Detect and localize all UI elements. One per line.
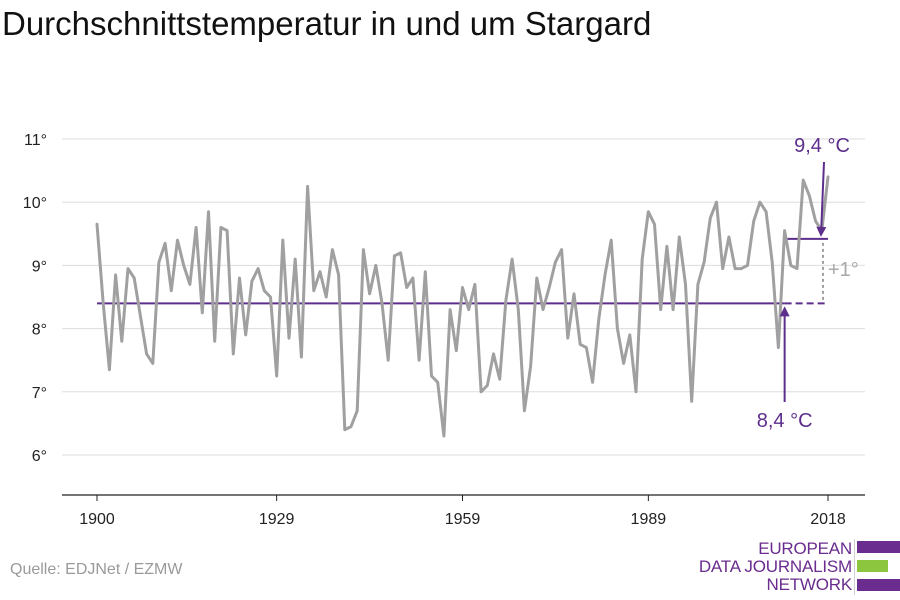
y-tick-label-6: 6°: [32, 448, 47, 465]
y-tick-label-7: 7°: [32, 385, 47, 402]
edjnet-logo: EUROPEAN DATA JOURNALISM NETWORK: [698, 539, 900, 595]
annotation-label-recent: 9,4 °C: [794, 135, 850, 157]
difference-label: +1°: [828, 259, 859, 281]
logo-bar-green: [857, 560, 888, 572]
x-tick-label-1929: 1929: [259, 511, 295, 528]
arrow-recent: [816, 161, 827, 237]
logo-divider: [854, 539, 855, 595]
x-tick-label-1900: 1900: [79, 511, 115, 528]
y-tick-label-8: 8°: [32, 322, 47, 339]
logo-bar-purple-top: [857, 541, 900, 553]
axis-layer: 6° 7° 8° 9° 10° 11° 1900 1929 1959 1989 2018: [23, 132, 865, 528]
logo-line-1: EUROPEAN: [758, 539, 852, 558]
series-layer: [95, 175, 830, 438]
y-tick-label-9: 9°: [32, 258, 47, 275]
x-tick-label-2018: 2018: [810, 511, 846, 528]
annotation-label-baseline: 8,4 °C: [757, 410, 813, 432]
grid-layer: [62, 138, 865, 456]
source-note: Quelle: EDJNet / EZMW: [10, 561, 183, 578]
chart-title: Durchschnittstemperatur in und um Starga…: [2, 5, 652, 42]
annotation-layer: +1° 8,4 °C 9,4 °C: [757, 135, 859, 432]
y-tick-label-11: 11°: [24, 132, 47, 149]
logo-line-2: DATA JOURNALISM: [698, 557, 852, 576]
series-line-0: [95, 175, 830, 438]
x-tick-label-1959: 1959: [445, 511, 481, 528]
logo-line-3: NETWORK: [766, 575, 853, 594]
logo-bar-purple-bottom: [857, 579, 900, 591]
x-tick-label-1989: 1989: [631, 511, 667, 528]
y-tick-label-10: 10°: [23, 195, 47, 212]
